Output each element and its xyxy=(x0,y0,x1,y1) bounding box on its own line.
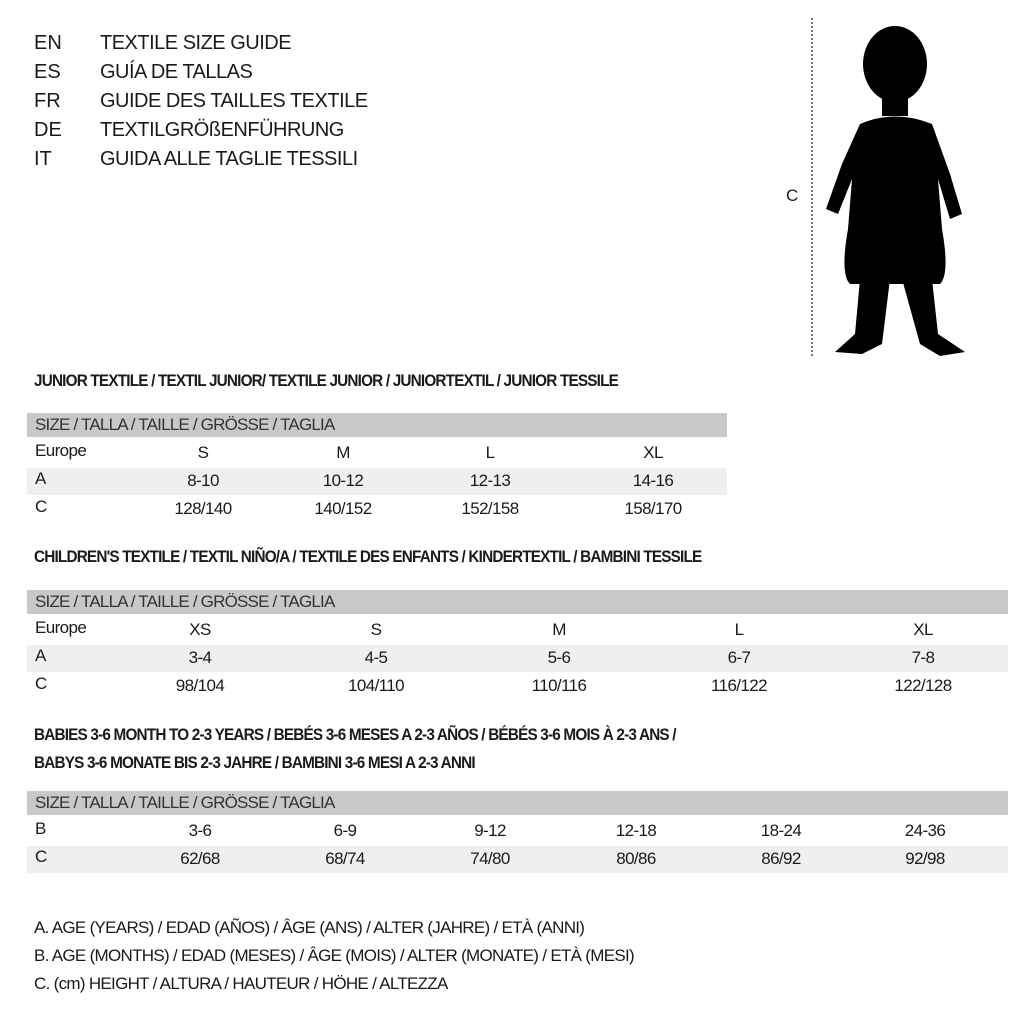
table-header: SIZE / TALLA / TAILLE / GRÖSSE / TAGLIA xyxy=(27,791,1008,815)
table-cell: 12-18 xyxy=(615,821,657,840)
title-text: GUÍA DE TALLAS xyxy=(100,61,253,83)
table-cell: XL xyxy=(913,620,933,639)
table-cell: 4-5 xyxy=(364,648,388,667)
table-cell: 104/110 xyxy=(348,676,405,695)
table-cell: 98/104 xyxy=(175,676,225,695)
table-cell: 7-8 xyxy=(911,648,935,667)
lang-code: FR xyxy=(34,90,61,112)
table-cell: 74/80 xyxy=(470,849,510,868)
table-row: C 62/68 68/74 74/80 80/86 86/92 92/98 xyxy=(27,846,1008,873)
table-cell: 9-12 xyxy=(474,821,506,840)
table-cell: S xyxy=(370,620,382,639)
row-label: B xyxy=(35,819,46,838)
table-cell: 68/74 xyxy=(325,849,365,868)
table-cell: M xyxy=(552,620,566,639)
table-cell: 128/140 xyxy=(174,499,232,518)
table-cell: XS xyxy=(189,620,211,639)
table-cell: 86/92 xyxy=(761,849,801,868)
table-cell: XL xyxy=(643,443,663,462)
table-cell: 3-6 xyxy=(188,821,212,840)
table-row: Europe S M L XL xyxy=(27,440,727,467)
height-dotted-line xyxy=(811,18,813,356)
table-cell: 10-12 xyxy=(322,471,364,490)
size-table: SIZE / TALLA / TAILLE / GRÖSSE / TAGLIA E… xyxy=(27,590,1008,701)
height-label: C xyxy=(786,186,798,205)
table-header: SIZE / TALLA / TAILLE / GRÖSSE / TAGLIA xyxy=(27,413,727,437)
section-title: JUNIOR TEXTILE / TEXTIL JUNIOR/ TEXTILE … xyxy=(34,371,619,390)
title-text: GUIDA ALLE TAGLIE TESSILI xyxy=(100,148,358,170)
table-cell: 92/98 xyxy=(905,849,945,868)
table-row: Europe XS S M L XL xyxy=(27,617,1008,644)
table-cell: M xyxy=(336,443,350,462)
table-cell: 6-7 xyxy=(727,648,751,667)
table-header: SIZE / TALLA / TAILLE / GRÖSSE / TAGLIA xyxy=(27,590,1008,614)
child-silhouette-icon xyxy=(826,26,965,356)
table-row: C 128/140 140/152 152/158 158/170 xyxy=(27,496,727,523)
row-label: Europe xyxy=(35,618,87,637)
legend-item-c: C. (cm) HEIGHT / ALTURA / HAUTEUR / HÖHE… xyxy=(34,974,448,993)
size-table: SIZE / TALLA / TAILLE / GRÖSSE / TAGLIA E… xyxy=(27,413,727,524)
lang-code: ES xyxy=(34,61,61,83)
lang-code: IT xyxy=(34,148,52,170)
row-label: A xyxy=(35,469,46,488)
table-cell: 116/122 xyxy=(711,676,768,695)
table-cell: 12-13 xyxy=(469,471,511,490)
title-text: GUIDE DES TAILLES TEXTILE xyxy=(100,90,368,112)
table-cell: 158/170 xyxy=(624,499,682,518)
table-cell: 80/86 xyxy=(616,849,656,868)
table-cell: 8-10 xyxy=(187,471,219,490)
row-label: A xyxy=(35,646,46,665)
table-cell: 14-16 xyxy=(632,471,674,490)
table-cell: 18-24 xyxy=(760,821,802,840)
section-title: BABIES 3-6 MONTH TO 2-3 YEARS / BEBÉS 3-… xyxy=(34,725,677,744)
table-cell: L xyxy=(734,620,744,639)
table-row: A 3-4 4-5 5-6 6-7 7-8 xyxy=(27,645,1008,672)
title-text: TEXTILGRÖßENFÜHRUNG xyxy=(100,119,344,141)
lang-code: DE xyxy=(34,119,62,141)
section-title-line2: BABYS 3-6 MONATE BIS 2-3 JAHRE / BAMBINI… xyxy=(34,753,476,772)
table-cell: 24-36 xyxy=(904,821,946,840)
section-title: CHILDREN'S TEXTILE / TEXTIL NIÑO/A / TEX… xyxy=(34,547,702,566)
table-cell: 5-6 xyxy=(547,648,571,667)
table-cell: 122/128 xyxy=(894,676,952,695)
table-cell: 110/116 xyxy=(531,676,587,695)
row-label: C xyxy=(35,497,47,516)
table-cell: 62/68 xyxy=(180,849,220,868)
title-text: TEXTILE SIZE GUIDE xyxy=(100,32,292,54)
table-row: A 8-10 10-12 12-13 14-16 xyxy=(27,468,727,495)
table-cell: 3-4 xyxy=(188,648,212,667)
table-row: C 98/104 104/110 110/116 116/122 122/128 xyxy=(27,673,1008,700)
table-cell: 6-9 xyxy=(333,821,357,840)
legend-item-a: A. AGE (YEARS) / EDAD (AÑOS) / ÂGE (ANS)… xyxy=(34,918,585,937)
size-table: SIZE / TALLA / TAILLE / GRÖSSE / TAGLIA B… xyxy=(27,791,1008,874)
legend-item-b: B. AGE (MONTHS) / EDAD (MESES) / ÂGE (MO… xyxy=(34,946,635,965)
row-label: C xyxy=(35,674,47,693)
table-cell: S xyxy=(197,443,209,462)
table-cell: 140/152 xyxy=(314,499,372,518)
table-row: B 3-6 6-9 9-12 12-18 18-24 24-36 xyxy=(27,818,1008,845)
row-label: Europe xyxy=(35,441,87,460)
row-label: C xyxy=(35,847,47,866)
table-cell: L xyxy=(485,443,495,462)
lang-code: EN xyxy=(34,32,62,54)
table-cell: 152/158 xyxy=(461,499,519,518)
